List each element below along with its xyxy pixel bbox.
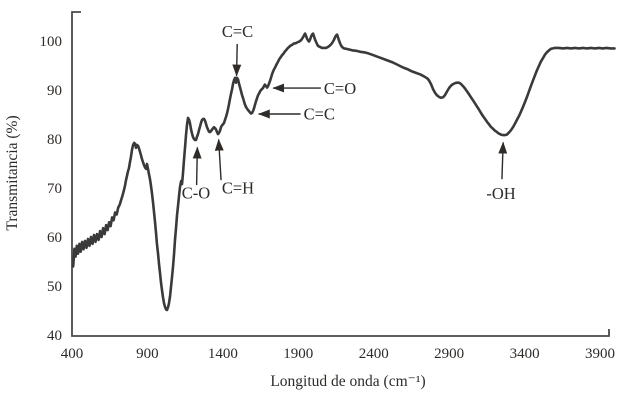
axes: [71, 11, 610, 337]
axis-frame: [71, 11, 610, 337]
annotation-label-2: C=C: [304, 104, 335, 123]
annotation-arrow-4: [214, 138, 224, 181]
annotation-label-1: C=O: [324, 79, 356, 98]
y-tick-label-60: 60: [47, 230, 62, 246]
annotation-label-0: C=C: [222, 22, 253, 41]
x-tick-label-900: 900: [136, 346, 159, 362]
x-tick-label-1900: 1900: [283, 346, 313, 362]
annotation-arrow-3: [192, 146, 202, 186]
x-tick-label-2900: 2900: [434, 346, 464, 362]
tick-labels: 40 50 60 70 80 90 100 400 900 1400 1900 2400 2900 340…: [40, 34, 616, 362]
y-tick-label-90: 90: [47, 83, 62, 99]
spectrum-line: [71, 32, 616, 312]
x-axis-title: Longitud de onda (cm⁻¹): [270, 373, 425, 390]
annotations: C=C C=O C=C C-O C=H -OH: [182, 22, 516, 203]
y-tick-label-50: 50: [47, 279, 62, 295]
y-tick-label-40: 40: [47, 328, 62, 344]
y-axis-title: Transmitancia (%): [4, 115, 21, 230]
x-tick-label-3900: 3900: [585, 346, 615, 362]
x-tick-label-400: 400: [61, 346, 84, 362]
y-tick-label-80: 80: [47, 132, 62, 148]
annotation-label-4: C=H: [222, 178, 254, 197]
annotation-label-5: -OH: [486, 184, 515, 203]
x-tick-label-3400: 3400: [510, 346, 540, 362]
annotation-arrow-0: [232, 43, 242, 77]
y-tick-label-100: 100: [40, 34, 63, 50]
x-tick-label-1400: 1400: [208, 346, 238, 362]
annotation-arrow-5: [498, 141, 508, 180]
annotation-label-3: C-O: [182, 183, 211, 202]
x-tick-label-2400: 2400: [359, 346, 389, 362]
y-tick-label-70: 70: [47, 181, 62, 197]
